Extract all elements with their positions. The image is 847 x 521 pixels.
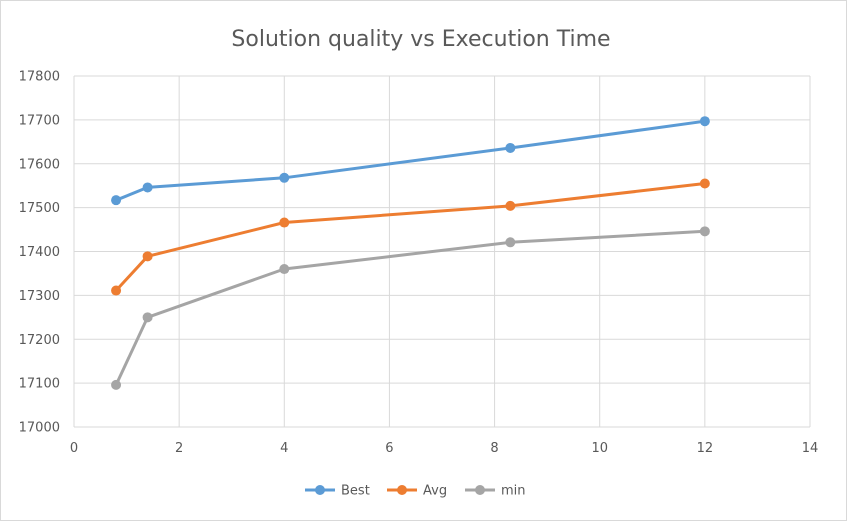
y-tick-label: 17500	[19, 201, 60, 216]
x-tick-label: 14	[802, 441, 819, 456]
data-point-avg	[505, 200, 516, 211]
y-tick-label: 17000	[19, 421, 60, 436]
x-tick-label: 6	[385, 441, 393, 456]
legend-marker-best	[315, 485, 325, 495]
y-tick-label: 17200	[19, 333, 60, 348]
data-point-min	[142, 312, 153, 323]
gridlines	[73, 75, 811, 428]
data-point-best	[699, 116, 710, 127]
legend: Best Avg min	[305, 484, 526, 499]
x-tick-label: 8	[490, 441, 498, 456]
x-tick-label: 4	[280, 441, 288, 456]
series-line-best	[114, 119, 707, 202]
data-point-min	[505, 237, 516, 248]
data-point-avg	[142, 251, 153, 262]
data-point-min	[279, 264, 290, 275]
data-point-best	[111, 195, 122, 206]
y-tick-label: 17600	[19, 157, 60, 172]
data-point-best	[505, 142, 516, 153]
y-tick-label: 17300	[19, 289, 60, 304]
y-tick-label: 17800	[19, 70, 60, 85]
x-axis-ticks: 0 2 4 6 8 10 12 14	[70, 441, 818, 456]
legend-label-min: min	[501, 484, 526, 499]
series-group	[111, 116, 710, 390]
y-tick-label: 17700	[19, 113, 60, 128]
data-point-avg	[279, 217, 290, 228]
x-tick-label: 0	[70, 441, 78, 456]
y-tick-label: 17100	[19, 377, 60, 392]
legend-marker-min	[475, 485, 485, 495]
data-point-avg	[111, 285, 122, 296]
data-point-best	[142, 182, 153, 193]
x-tick-label: 10	[591, 441, 608, 456]
chart-title: Solution quality vs Execution Time	[231, 27, 610, 52]
legend-label-best: Best	[341, 484, 370, 499]
series-line-min	[114, 229, 707, 387]
data-point-min	[111, 379, 122, 390]
y-tick-label: 17400	[19, 245, 60, 260]
x-tick-label: 2	[175, 441, 183, 456]
legend-label-avg: Avg	[423, 484, 447, 499]
x-tick-label: 12	[697, 441, 714, 456]
data-point-avg	[699, 178, 710, 189]
data-point-best	[279, 172, 290, 183]
data-point-min	[699, 226, 710, 237]
y-axis-ticks: 17000 17100 17200 17300 17400 17500 17600 17700…	[19, 70, 60, 436]
legend-marker-avg	[397, 485, 407, 495]
